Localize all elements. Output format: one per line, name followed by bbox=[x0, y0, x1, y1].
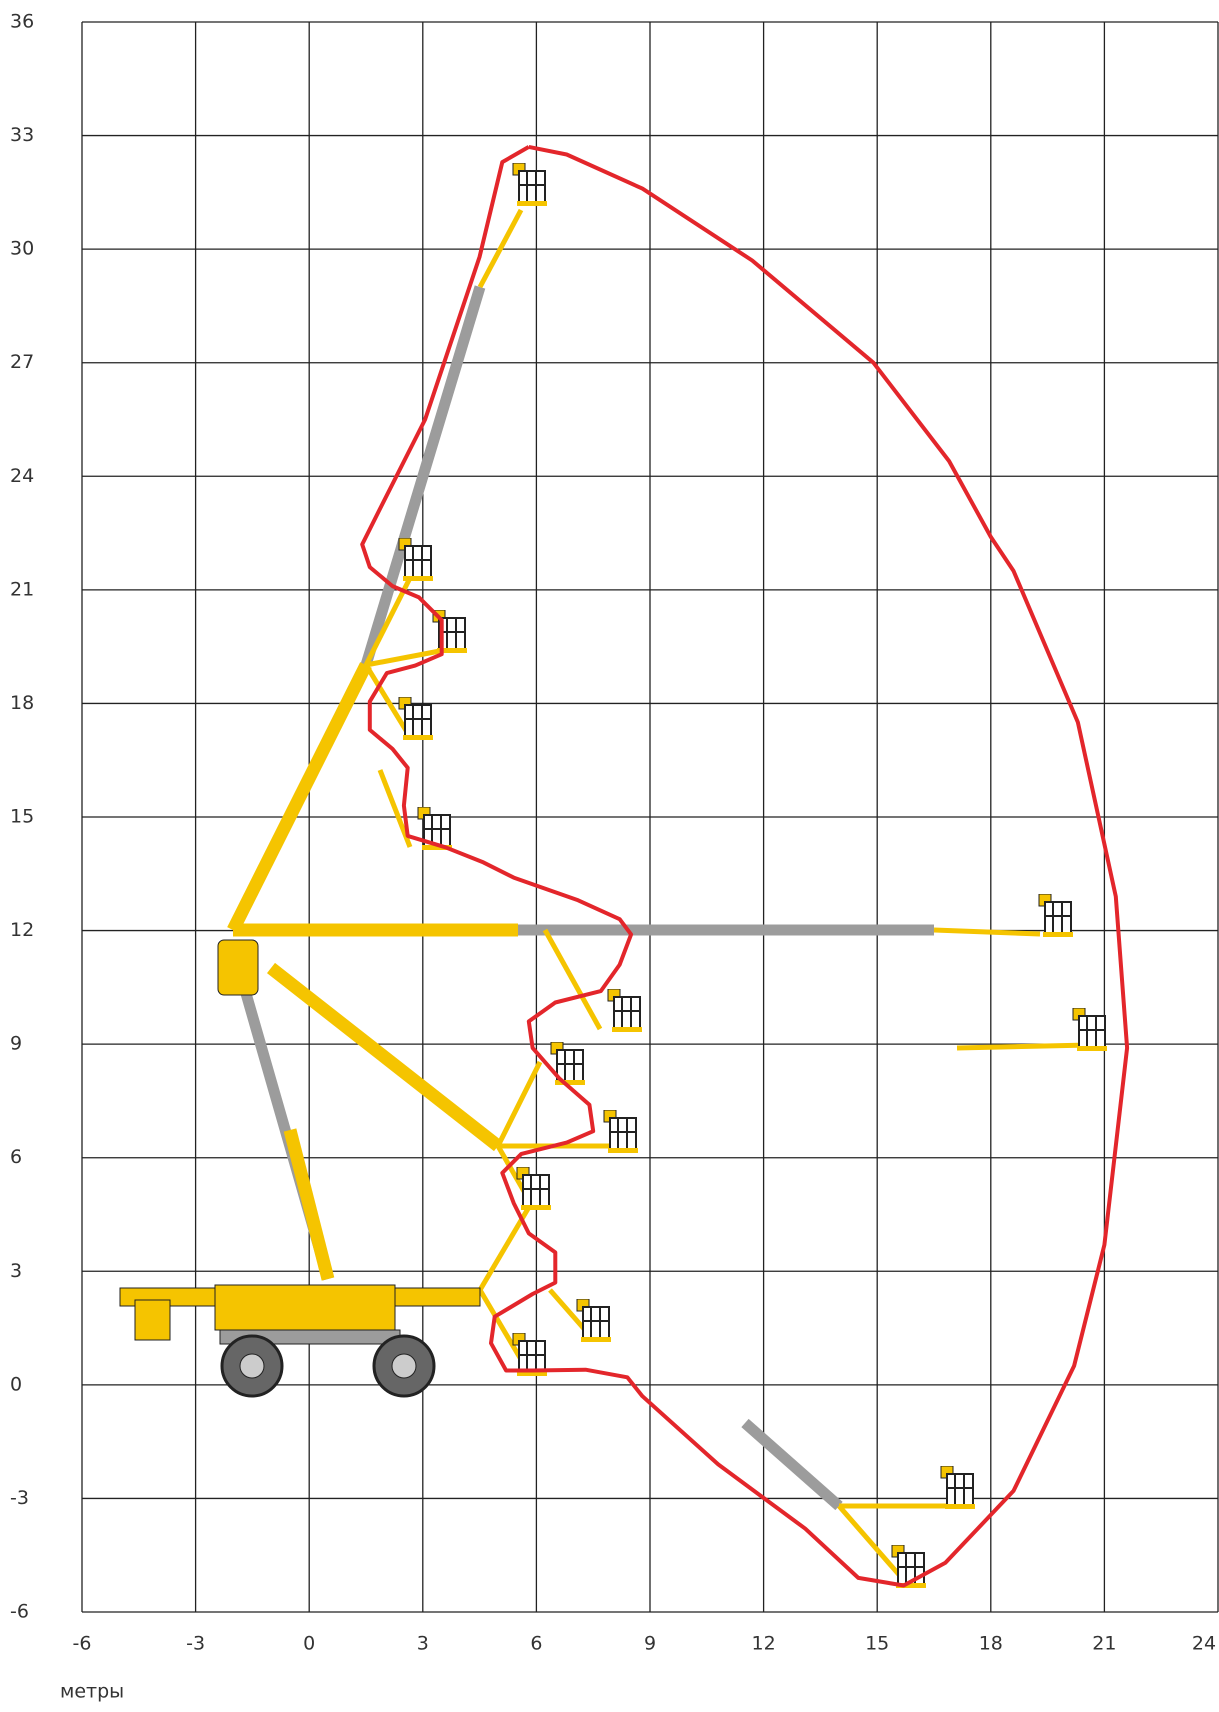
chart: метры -6-30369121518212427303336-6-30369… bbox=[0, 0, 1219, 1712]
y-tick-label: -6 bbox=[10, 1601, 29, 1623]
x-tick-label: 9 bbox=[644, 1633, 656, 1655]
y-tick-label: 6 bbox=[10, 1146, 22, 1168]
y-tick-label: 3 bbox=[10, 1260, 22, 1282]
x-tick-label: 24 bbox=[1192, 1633, 1216, 1655]
y-tick-label: 30 bbox=[10, 238, 34, 260]
x-tick-label: 18 bbox=[979, 1633, 1003, 1655]
x-axis-label: метры bbox=[60, 1681, 124, 1703]
x-tick-label: -6 bbox=[73, 1633, 92, 1655]
y-tick-label: 12 bbox=[10, 919, 34, 941]
y-tick-label: 18 bbox=[10, 692, 34, 714]
x-tick-label: 0 bbox=[303, 1633, 315, 1655]
x-tick-label: 3 bbox=[417, 1633, 429, 1655]
y-tick-label: 33 bbox=[10, 124, 34, 146]
y-tick-label: 15 bbox=[10, 806, 34, 828]
x-tick-label: -3 bbox=[186, 1633, 205, 1655]
y-tick-label: 24 bbox=[10, 465, 34, 487]
y-tick-label: 9 bbox=[10, 1033, 22, 1055]
y-tick-label: 0 bbox=[10, 1373, 22, 1395]
x-tick-label: 21 bbox=[1092, 1633, 1116, 1655]
x-tick-label: 12 bbox=[752, 1633, 776, 1655]
y-tick-label: -3 bbox=[10, 1487, 29, 1509]
x-tick-label: 15 bbox=[865, 1633, 889, 1655]
y-tick-label: 21 bbox=[10, 578, 34, 600]
y-tick-label: 36 bbox=[10, 11, 34, 33]
y-tick-label: 27 bbox=[10, 351, 34, 373]
x-tick-label: 6 bbox=[530, 1633, 542, 1655]
